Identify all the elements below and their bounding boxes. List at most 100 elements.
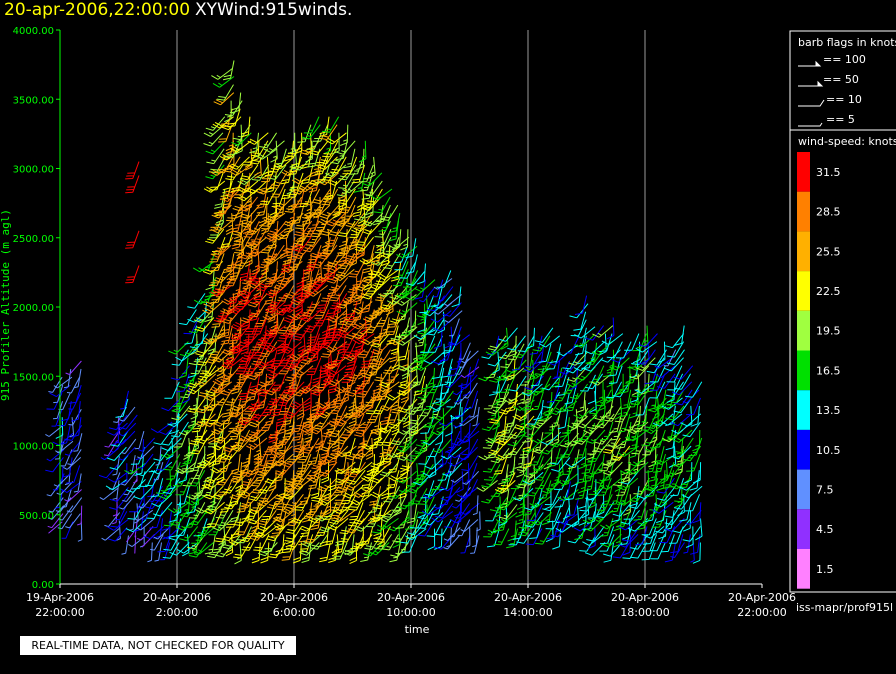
wind-barb <box>218 301 233 320</box>
wind-barb <box>260 413 276 431</box>
wind-barb <box>226 293 235 316</box>
wind-barb <box>345 244 365 261</box>
wind-barb <box>461 454 479 472</box>
wind-barb <box>64 440 81 456</box>
wind-barb <box>274 461 287 482</box>
wind-barb <box>239 349 260 363</box>
wind-barb <box>481 472 500 488</box>
wind-barb <box>290 317 311 331</box>
wind-barb <box>232 196 252 212</box>
wind-barb <box>332 293 341 316</box>
wind-barb <box>617 477 639 491</box>
wind-barb <box>399 278 417 295</box>
wind-barb <box>292 365 314 378</box>
wind-barb <box>246 437 268 450</box>
wind-barb <box>335 526 347 546</box>
wind-barb <box>343 349 366 362</box>
wind-barb <box>382 437 400 454</box>
x-tick-date: 19-Apr-2006 <box>26 591 94 604</box>
wind-barb <box>683 534 691 554</box>
wind-barb <box>359 172 374 192</box>
wind-barb <box>344 477 366 491</box>
wind-barb <box>321 188 339 206</box>
wind-barb <box>327 373 349 387</box>
wind-barb <box>221 397 234 418</box>
wind-barb <box>351 405 373 419</box>
wind-barb <box>283 301 305 313</box>
wind-barb <box>482 431 500 449</box>
wind-barb <box>342 252 365 266</box>
wind-barb <box>164 381 180 399</box>
wind-barb <box>460 535 471 554</box>
wind-barb <box>267 164 287 180</box>
wind-barb <box>359 317 368 340</box>
wind-barb <box>266 244 285 261</box>
wind-barb <box>134 503 139 524</box>
wind-barb <box>255 526 278 538</box>
wind-barb <box>216 156 234 174</box>
wind-barb <box>197 365 217 381</box>
wind-barb <box>274 485 294 501</box>
wind-barb <box>435 448 444 471</box>
wind-barb <box>360 542 372 562</box>
wind-barb <box>220 108 233 128</box>
wind-barb <box>152 501 173 517</box>
wind-barb <box>388 413 408 429</box>
wind-barb <box>685 509 702 525</box>
wind-barb <box>301 429 314 450</box>
wind-barb <box>397 341 410 361</box>
wind-barb <box>328 421 347 438</box>
wind-barb <box>290 148 303 169</box>
wind-barb <box>249 373 261 394</box>
wind-barb <box>171 421 189 438</box>
wind-barb <box>465 527 471 548</box>
wind-barb <box>229 156 250 170</box>
wind-barb <box>631 437 648 455</box>
wind-barb <box>246 381 259 401</box>
wind-barb <box>188 405 197 427</box>
wind-barb <box>487 351 507 367</box>
wind-barb <box>455 486 471 502</box>
wind-barb <box>413 327 435 340</box>
wind-barb <box>220 301 241 315</box>
wind-barb <box>172 389 188 407</box>
wind-barb <box>136 518 155 531</box>
wind-barb <box>342 437 356 457</box>
wind-barb <box>377 381 400 393</box>
wind-barb <box>264 325 286 337</box>
wind-barb <box>444 310 463 323</box>
wind-barb <box>588 527 596 550</box>
wind-barb <box>358 357 375 375</box>
wind-barb <box>141 502 153 520</box>
wind-barb <box>317 156 338 170</box>
wind-barb <box>483 520 499 538</box>
wind-barb <box>188 502 206 519</box>
wind-barb <box>300 309 322 323</box>
wind-barb <box>125 175 140 194</box>
wind-barb <box>333 534 347 554</box>
wind-barb <box>556 456 564 479</box>
wind-barb <box>476 511 481 532</box>
wind-barb <box>315 518 331 537</box>
wind-barb <box>289 397 311 410</box>
wind-barb <box>175 461 197 475</box>
wind-barb <box>223 437 243 453</box>
wind-barb <box>328 277 349 292</box>
x-tick-time: 14:00:00 <box>503 606 552 619</box>
wind-barb <box>534 327 554 343</box>
wind-barb <box>173 494 182 516</box>
wind-barb <box>667 421 684 439</box>
wind-barb <box>399 262 416 279</box>
wind-barb <box>685 381 703 398</box>
wind-barb <box>316 293 330 312</box>
wind-barb <box>411 367 427 386</box>
wind-barb <box>668 446 677 468</box>
wind-barb <box>110 511 128 528</box>
wind-barb <box>60 449 73 467</box>
wind-barb <box>630 542 648 559</box>
wind-barb <box>457 430 480 443</box>
wind-barb <box>312 196 329 214</box>
wind-barb <box>308 397 320 419</box>
wind-barb <box>229 140 252 153</box>
wind-barb <box>241 212 261 228</box>
